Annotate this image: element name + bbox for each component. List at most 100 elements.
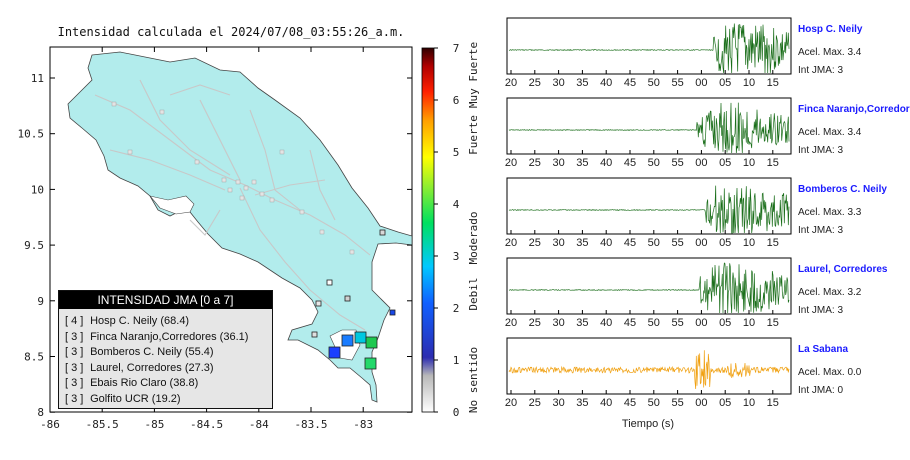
waveform-tick-label: 00 (695, 317, 707, 329)
waveform-tick-label: 10 (743, 237, 755, 249)
legend-station: Finca Naranjo,Corredores (36.1) (90, 330, 249, 343)
station-intensity: Int JMA: 0 (798, 385, 843, 396)
station-accel: Acel. Max. 3.3 (798, 207, 862, 218)
legend-station: Golfito UCR (19.2) (90, 392, 181, 405)
waveform-tick-label: 30 (552, 77, 564, 89)
station-accel: Acel. Max. 3.4 (798, 127, 862, 138)
waveform-trace (509, 262, 790, 314)
waveform-panel: 20 25 30 35 40 45 50 55 00 05 10 15 La Sabana Acel. M… (505, 337, 862, 409)
lat-tick-label: 10.5 (18, 128, 45, 141)
waveform-tick-label: 55 (671, 237, 683, 249)
legend-row: [ 3 ] Ebais Rio Claro (38.8) (65, 376, 272, 392)
station-name: Hosp C. Neily (798, 24, 863, 35)
station-minor-markers (311, 229, 396, 338)
waveform-tick-label: 45 (624, 77, 636, 89)
waveform-tick-label: 50 (648, 317, 660, 329)
scale-tick-label: 0 (453, 406, 460, 419)
station-marker (365, 336, 378, 349)
waveform-tick-label: 55 (671, 317, 683, 329)
lon-tick-label: -85.5 (86, 418, 119, 431)
waveform-tick-label: 35 (576, 317, 588, 329)
station-name: Finca Naranjo,Corredores (798, 104, 910, 115)
station-accel: Acel. Max. 3.2 (798, 287, 862, 298)
waveform-tick-label: 45 (624, 237, 636, 249)
lat-tick-label: 9 (37, 295, 44, 308)
waveform-tick-label: 55 (671, 397, 683, 409)
waveform-tick-label: 30 (552, 237, 564, 249)
station-intensity: Int JMA: 3 (798, 65, 843, 76)
waveform-panel: 20 25 30 35 40 45 50 55 00 05 10 15 Bomberos C. Neil… (505, 177, 887, 249)
scale-category-label: Muy Fuerte (467, 42, 480, 108)
waveform-tick-label: 50 (648, 77, 660, 89)
scale-category-label: Fuerte (467, 115, 480, 155)
waveform-tick-label: 15 (767, 77, 779, 89)
color-bar (421, 47, 435, 413)
waveform-panels: 20 25 30 35 40 45 50 55 00 05 10 15 Hosp C. Neily Ace… (505, 17, 910, 409)
waveform-tick-label: 00 (695, 157, 707, 169)
lat-tick-label: 11 (31, 72, 44, 85)
waveform-panel: 20 25 30 35 40 45 50 55 00 05 10 15 Laurel, Corredor… (505, 257, 888, 329)
waveform-tick-label: 30 (552, 397, 564, 409)
costa-rica-land (67, 51, 412, 403)
waveform-tick-label: 05 (719, 397, 731, 409)
waveform-tick-label: 20 (505, 237, 517, 249)
scale-tick-label: 3 (453, 250, 460, 263)
waveform-frame (506, 97, 792, 155)
waveform-trace (509, 23, 790, 74)
station-name: La Sabana (798, 344, 848, 355)
lat-axis: 11 10.5 10 9.5 9 8.5 8 (18, 72, 412, 419)
lon-axis: -86 -85.5 -85 -84.5 -84 -83.5 -83 (40, 47, 373, 431)
waveform-trace (508, 102, 790, 154)
lon-tick-label: -84 (249, 418, 269, 431)
legend-level: [ 3 ] (65, 361, 84, 374)
waveform-tick-label: 45 (624, 157, 636, 169)
waveform-tick-label: 30 (552, 157, 564, 169)
waveform-tick-label: 10 (743, 397, 755, 409)
waveform-tick-label: 25 (529, 77, 541, 89)
waveform-tick-label: 40 (600, 77, 612, 89)
legend-station: Laurel, Corredores (27.3) (90, 361, 214, 374)
waveform-frame (506, 257, 792, 315)
road-network (94, 79, 371, 331)
scale-tick-label: 7 (453, 42, 460, 55)
waveform-tick-label: 40 (600, 157, 612, 169)
waveform-tick-label: 35 (576, 77, 588, 89)
station-accel: Acel. Max. 0.0 (798, 367, 862, 378)
waveform-trace (508, 185, 790, 234)
waveform-tick-label: 40 (600, 317, 612, 329)
scale-category-label: No sentido (467, 347, 480, 413)
waveform-tick-label: 45 (624, 317, 636, 329)
waveform-tick-label: 05 (719, 157, 731, 169)
waveform-tick-label: 20 (505, 77, 517, 89)
legend-level: [ 3 ] (65, 330, 84, 343)
legend-level: [ 4 ] (65, 315, 84, 327)
waveform-tick-label: 50 (648, 397, 660, 409)
waveform-trace (508, 350, 790, 390)
legend-title: INTENSIDAD JMA [0 a 7] (59, 291, 272, 309)
waveform-panel: 20 25 30 35 40 45 50 55 00 05 10 15 Hosp C. Neily Ace… (505, 17, 863, 89)
waveform-tick-label: 15 (767, 397, 779, 409)
waveform-tick-label: 20 (505, 157, 517, 169)
station-intensity: Int JMA: 3 (798, 305, 843, 316)
waveform-tick-label: 45 (624, 397, 636, 409)
legend-station: Hosp C. Neily (68.4) (90, 315, 190, 327)
legend-list: [ 4 ] Hosp C. Neily (68.4) [ 3 ] Finca Na… (59, 309, 272, 407)
station-accel: Acel. Max. 3.4 (798, 47, 862, 58)
waveform-tick-label: 50 (648, 237, 660, 249)
waveform-tick-label: 10 (743, 317, 755, 329)
map-title: Intensidad calculada el 2024/07/08_03:55… (58, 25, 405, 39)
waveform-tick-label: 10 (743, 157, 755, 169)
waveform-xlabel: Tiempo (s) (622, 418, 674, 430)
waveform-tick-label: 40 (600, 397, 612, 409)
waveform-tick-label: 25 (529, 397, 541, 409)
station-intensity: Int JMA: 3 (798, 145, 843, 156)
waveform-tick-label: 55 (671, 157, 683, 169)
station-intensity-markers (328, 331, 378, 370)
waveform-panel: 20 25 30 35 40 45 50 55 00 05 10 15 Finca Naranjo,Co… (505, 97, 910, 169)
scale-tick-label: 1 (453, 354, 460, 367)
waveform-tick-label: 35 (576, 237, 588, 249)
legend-row: [ 3 ] Finca Naranjo,Corredores (36.1) (65, 330, 272, 346)
waveform-frame (506, 337, 792, 395)
waveform-tick-label: 00 (695, 397, 707, 409)
